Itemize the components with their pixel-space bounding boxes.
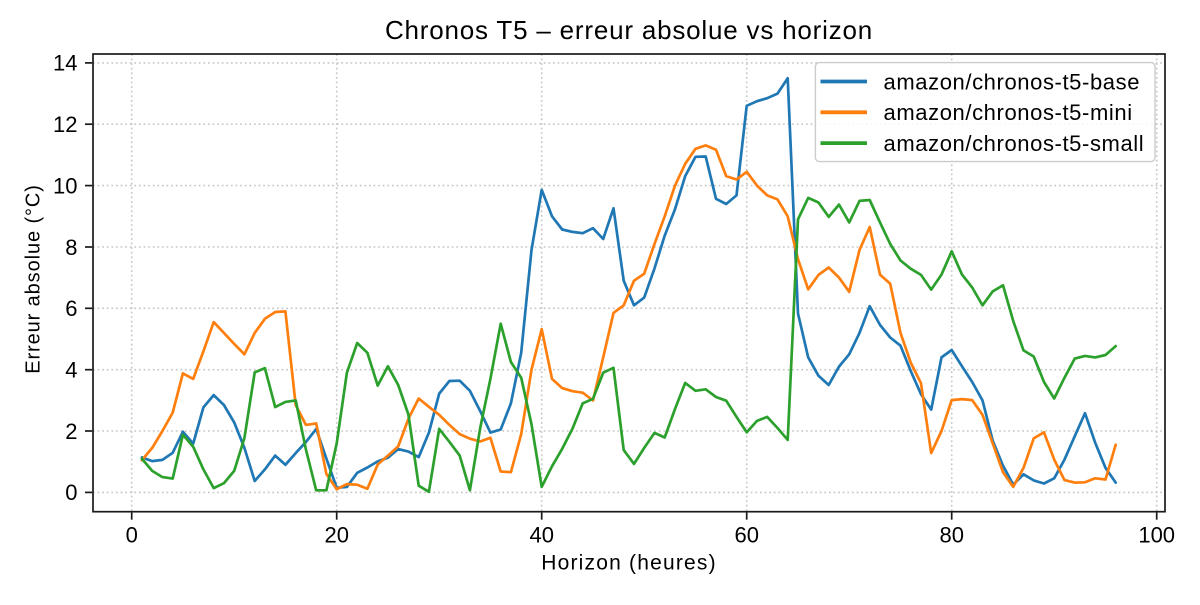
svg-text:60: 60 (734, 523, 758, 548)
svg-text:8: 8 (65, 235, 77, 260)
svg-text:amazon/chronos-t5-mini: amazon/chronos-t5-mini (884, 100, 1133, 125)
svg-text:20: 20 (324, 523, 348, 548)
svg-text:Horizon (heures): Horizon (heures) (541, 551, 717, 574)
svg-text:amazon/chronos-t5-small: amazon/chronos-t5-small (884, 131, 1145, 156)
svg-text:12: 12 (53, 112, 77, 137)
svg-text:4: 4 (65, 358, 77, 383)
svg-text:100: 100 (1138, 523, 1175, 548)
svg-text:14: 14 (53, 51, 77, 76)
svg-text:0: 0 (65, 480, 77, 505)
svg-text:10: 10 (53, 173, 77, 198)
svg-text:2: 2 (65, 419, 77, 444)
svg-text:80: 80 (939, 523, 963, 548)
svg-text:0: 0 (126, 523, 138, 548)
svg-text:Chronos T5 – erreur absolue vs: Chronos T5 – erreur absolue vs horizon (385, 15, 873, 45)
svg-text:6: 6 (65, 296, 77, 321)
svg-text:40: 40 (529, 523, 553, 548)
svg-text:Erreur absolue (°C): Erreur absolue (°C) (23, 184, 45, 374)
svg-text:amazon/chronos-t5-base: amazon/chronos-t5-base (884, 69, 1141, 94)
